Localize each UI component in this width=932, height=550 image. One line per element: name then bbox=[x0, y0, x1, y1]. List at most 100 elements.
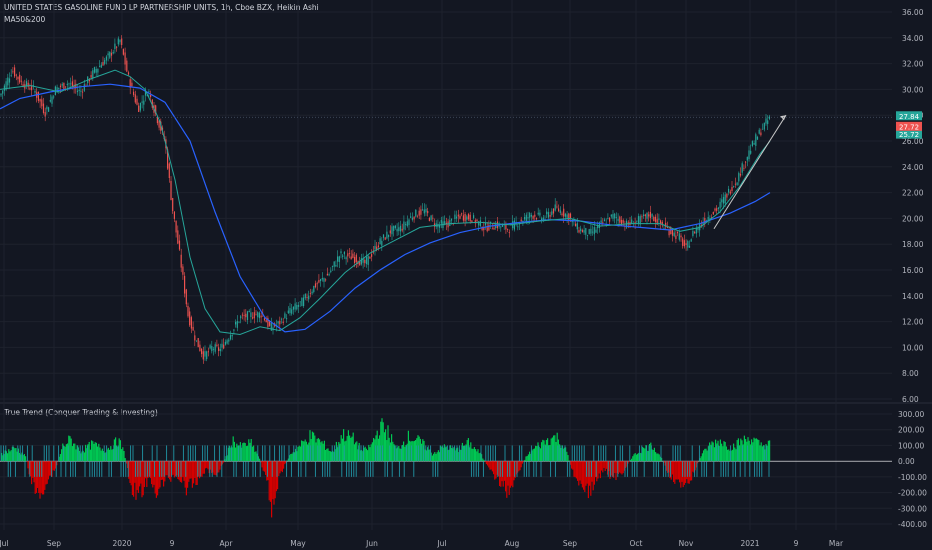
histogram-bar bbox=[679, 461, 681, 483]
ma50-line bbox=[0, 69, 771, 336]
histogram-bar bbox=[457, 447, 459, 462]
histogram-bar bbox=[446, 446, 448, 462]
price-tick-label: 30.00 bbox=[902, 85, 924, 94]
time-axis[interactable]: Jul Sep 2020 9 Apr May Jun Jul Aug Sep Oct Nov 2021 9… bbox=[0, 539, 844, 548]
candle-body bbox=[58, 87, 60, 90]
candle-body bbox=[172, 197, 174, 211]
histogram-bar bbox=[555, 441, 557, 462]
histogram-bar bbox=[431, 455, 433, 462]
main-price-pane[interactable] bbox=[0, 35, 892, 364]
histogram-bar bbox=[757, 439, 759, 462]
histogram-bar bbox=[596, 461, 598, 482]
candle-body bbox=[309, 293, 311, 295]
candle-body bbox=[551, 211, 553, 215]
candle-body bbox=[34, 91, 36, 93]
candle-body bbox=[190, 317, 192, 329]
histogram-bar bbox=[615, 461, 617, 481]
histogram-bar bbox=[4, 450, 6, 462]
candle-body bbox=[303, 297, 305, 307]
candle-body bbox=[658, 218, 660, 220]
candle-body bbox=[201, 348, 203, 355]
candle-body bbox=[92, 70, 94, 79]
candle-body bbox=[411, 217, 413, 220]
histogram-bar bbox=[315, 442, 317, 462]
histogram-bar bbox=[621, 461, 623, 475]
indicator-title[interactable]: True Trend (Conquer Trading & Investing) bbox=[4, 408, 158, 417]
candle-body bbox=[173, 211, 175, 219]
histogram-bar bbox=[627, 461, 629, 464]
histogram-bar bbox=[379, 435, 381, 462]
histogram-bar bbox=[17, 448, 19, 462]
candle-body bbox=[721, 199, 723, 203]
histogram-bar bbox=[633, 454, 635, 462]
histogram-bar bbox=[178, 461, 180, 481]
histogram-bar bbox=[103, 451, 105, 462]
candle-body bbox=[568, 213, 570, 221]
candle-body bbox=[547, 212, 549, 218]
histogram-bar bbox=[439, 452, 441, 462]
histogram-bar bbox=[322, 443, 324, 462]
histogram-bar bbox=[215, 461, 217, 476]
histogram-bar bbox=[343, 429, 345, 462]
histogram-bar bbox=[363, 447, 365, 462]
candle-body bbox=[70, 83, 72, 85]
candle-body bbox=[279, 320, 281, 325]
histogram-bar bbox=[747, 437, 749, 462]
histogram-bar bbox=[285, 461, 287, 464]
histogram-bar bbox=[524, 459, 526, 462]
histogram-bar bbox=[455, 448, 457, 462]
study-legend[interactable]: MA50&200 bbox=[4, 15, 46, 24]
candle-body bbox=[3, 85, 5, 91]
candle-body bbox=[598, 222, 600, 228]
histogram-bar bbox=[704, 448, 706, 462]
candle-body bbox=[377, 245, 379, 248]
candle-body bbox=[75, 83, 77, 89]
histogram-bar bbox=[334, 449, 336, 462]
histogram-bar bbox=[705, 448, 707, 462]
histogram-bar bbox=[149, 461, 151, 479]
histogram-bar bbox=[268, 461, 270, 501]
candle-body bbox=[51, 96, 53, 104]
histogram-bar bbox=[592, 461, 594, 491]
indicator-pane[interactable] bbox=[0, 418, 892, 518]
histogram-bar bbox=[19, 452, 21, 462]
candle-body bbox=[218, 347, 220, 351]
price-tick-label: 24.00 bbox=[902, 163, 924, 172]
candle-body bbox=[583, 230, 585, 233]
candle-body bbox=[143, 100, 145, 105]
histogram-bar bbox=[458, 452, 460, 462]
histogram-bar bbox=[203, 461, 205, 474]
histogram-bar bbox=[356, 441, 358, 462]
candle-body bbox=[765, 118, 767, 124]
histogram-bar bbox=[123, 450, 125, 462]
candle-body bbox=[726, 193, 728, 198]
candle-body bbox=[367, 255, 369, 265]
candle-body bbox=[712, 211, 714, 215]
candle-body bbox=[139, 102, 141, 111]
histogram-bar bbox=[146, 461, 148, 487]
price-tick-label: 26.00 bbox=[902, 137, 924, 146]
candle-body bbox=[646, 212, 648, 219]
histogram-bar bbox=[154, 461, 156, 494]
candle-body bbox=[612, 214, 614, 219]
candle-body bbox=[189, 311, 191, 326]
indicator-axis[interactable]: 300.00 200.00 100.00 0.00 -100.00 -200.00 -300… bbox=[898, 410, 927, 529]
histogram-bar bbox=[163, 461, 165, 487]
candle-body bbox=[221, 343, 223, 348]
candle-body bbox=[462, 215, 464, 221]
histogram-bar bbox=[344, 441, 346, 462]
histogram-bar bbox=[104, 452, 106, 462]
histogram-bar bbox=[314, 435, 316, 462]
histogram-bar bbox=[553, 435, 555, 462]
histogram-bar bbox=[91, 440, 93, 462]
histogram-bar bbox=[377, 438, 379, 462]
candle-body bbox=[731, 187, 733, 191]
candle-body bbox=[422, 209, 424, 211]
candle-body bbox=[445, 222, 447, 225]
histogram-bar bbox=[253, 445, 255, 462]
candle-body bbox=[19, 74, 21, 83]
price-axis[interactable]: 36.0034.0032.0030.0028.0026.0024.0022.00… bbox=[902, 8, 924, 404]
histogram-bar bbox=[494, 461, 496, 480]
candle-body bbox=[564, 213, 566, 217]
